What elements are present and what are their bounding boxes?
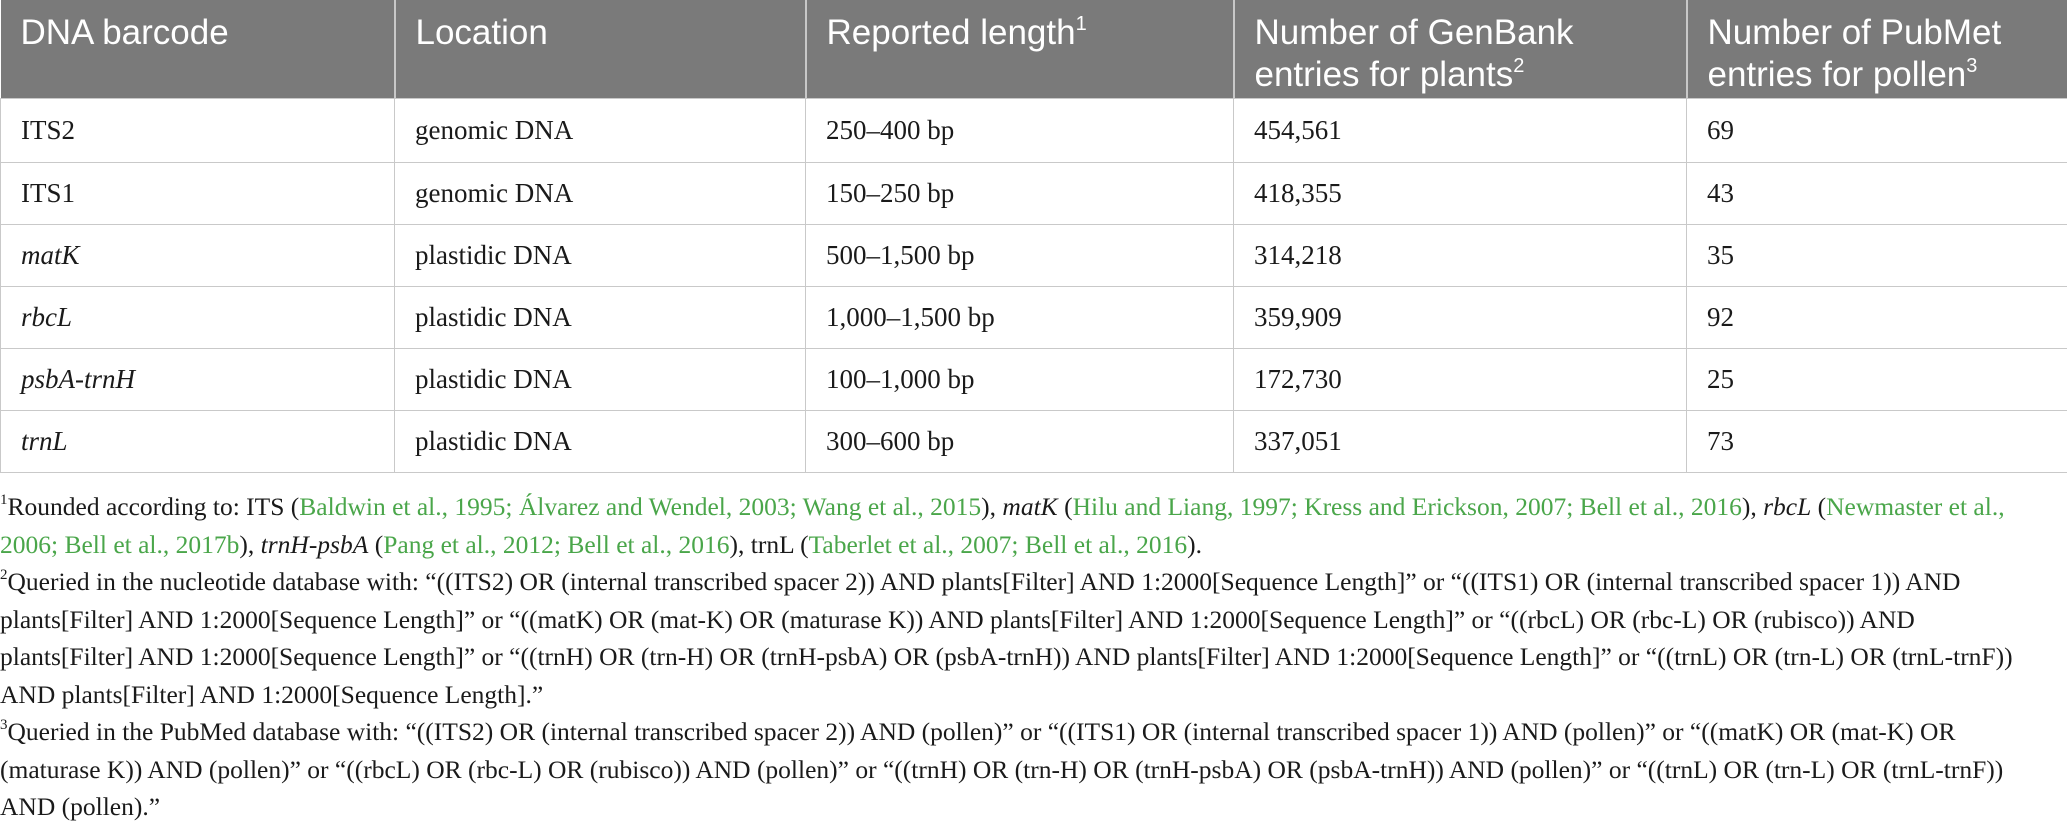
cell-length: 100–1,000 bp	[806, 348, 1234, 410]
footnote-text: ).	[1187, 530, 1202, 559]
footnote-text: ), trnL (	[730, 530, 809, 559]
cell-barcode: ITS2	[1, 98, 395, 162]
reference-link-trnh[interactable]: Pang et al., 2012; Bell et al., 2016	[383, 530, 729, 559]
footnote-text: Queried in the PubMed database with: “((…	[0, 717, 2003, 821]
cell-length: 500–1,500 bp	[806, 224, 1234, 286]
footnote-text: (	[1811, 492, 1826, 521]
footnote-text: (	[1058, 492, 1073, 521]
cell-genbank: 337,051	[1234, 410, 1687, 472]
cell-genbank: 359,909	[1234, 286, 1687, 348]
footnote-1: 1Rounded according to: ITS (Baldwin et a…	[0, 488, 2050, 563]
footnote-marker: 3	[1966, 55, 1977, 77]
header-pubmet-entries: Number of PubMet entries for pollen3	[1687, 0, 2067, 98]
reference-link-its[interactable]: Baldwin et al., 1995; Álvarez and Wendel…	[299, 492, 981, 521]
cell-location: genomic DNA	[395, 162, 806, 224]
cell-pubmet: 73	[1687, 410, 2067, 472]
cell-length: 1,000–1,500 bp	[806, 286, 1234, 348]
cell-pubmet: 43	[1687, 162, 2067, 224]
table-header: DNA barcode Location Reported length1 Nu…	[1, 0, 2067, 98]
cell-genbank: 314,218	[1234, 224, 1687, 286]
header-reported-length: Reported length1	[806, 0, 1234, 98]
cell-length: 300–600 bp	[806, 410, 1234, 472]
cell-barcode: matK	[1, 224, 395, 286]
footnote-text: ),	[981, 492, 1002, 521]
cell-genbank: 418,355	[1234, 162, 1687, 224]
header-dna-barcode-label: DNA barcode	[21, 13, 229, 52]
header-reported-length-label: Reported length	[827, 13, 1076, 52]
footnote-2-marker: 2	[0, 567, 8, 583]
table-footnotes: 1Rounded according to: ITS (Baldwin et a…	[0, 488, 2050, 826]
footnote-gene-rbcl: rbcL	[1763, 492, 1811, 521]
footnote-gene-matk: matK	[1002, 492, 1057, 521]
header-location: Location	[395, 0, 806, 98]
footnote-1-marker: 1	[0, 492, 8, 508]
footnote-gene-trnh: trnH-psbA	[261, 530, 369, 559]
cell-pubmet: 25	[1687, 348, 2067, 410]
footnote-3: 3Queried in the PubMed database with: “(…	[0, 713, 2050, 826]
footnote-text: ),	[239, 530, 260, 559]
table-body: ITS2 genomic DNA 250–400 bp 454,561 69 I…	[1, 98, 2067, 472]
header-genbank-entries-label: Number of GenBank entries for plants	[1255, 13, 1574, 94]
footnote-2: 2Queried in the nucleotide database with…	[0, 563, 2050, 713]
data-table-container: DNA barcode Location Reported length1 Nu…	[0, 0, 2067, 473]
dna-barcode-table: DNA barcode Location Reported length1 Nu…	[0, 0, 2067, 473]
cell-location: plastidic DNA	[395, 348, 806, 410]
footnote-text: Queried in the nucleotide database with:…	[0, 567, 2013, 709]
header-location-label: Location	[416, 13, 548, 52]
table-row: psbA-trnH plastidic DNA 100–1,000 bp 172…	[1, 348, 2067, 410]
cell-genbank: 454,561	[1234, 98, 1687, 162]
cell-pubmet: 92	[1687, 286, 2067, 348]
footnote-text: Rounded according to: ITS (	[8, 492, 300, 521]
footnote-3-marker: 3	[0, 717, 8, 733]
reference-link-matk[interactable]: Hilu and Liang, 1997; Kress and Erickson…	[1073, 492, 1742, 521]
footnote-text: (	[368, 530, 383, 559]
footnote-marker: 1	[1076, 13, 1087, 35]
table-row: matK plastidic DNA 500–1,500 bp 314,218 …	[1, 224, 2067, 286]
reference-link-trnl[interactable]: Taberlet et al., 2007; Bell et al., 2016	[809, 530, 1187, 559]
cell-length: 150–250 bp	[806, 162, 1234, 224]
cell-length: 250–400 bp	[806, 98, 1234, 162]
cell-genbank: 172,730	[1234, 348, 1687, 410]
header-row: DNA barcode Location Reported length1 Nu…	[1, 0, 2067, 98]
cell-pubmet: 69	[1687, 98, 2067, 162]
cell-pubmet: 35	[1687, 224, 2067, 286]
table-row: ITS1 genomic DNA 150–250 bp 418,355 43	[1, 162, 2067, 224]
header-pubmet-entries-label: Number of PubMet entries for pollen	[1708, 13, 2002, 94]
table-row: rbcL plastidic DNA 1,000–1,500 bp 359,90…	[1, 286, 2067, 348]
cell-barcode: psbA-trnH	[1, 348, 395, 410]
cell-barcode: rbcL	[1, 286, 395, 348]
cell-barcode: trnL	[1, 410, 395, 472]
footnote-text: ),	[1742, 492, 1763, 521]
cell-barcode: ITS1	[1, 162, 395, 224]
footnote-marker: 2	[1513, 55, 1524, 77]
cell-location: plastidic DNA	[395, 224, 806, 286]
cell-location: genomic DNA	[395, 98, 806, 162]
cell-location: plastidic DNA	[395, 286, 806, 348]
table-row: trnL plastidic DNA 300–600 bp 337,051 73	[1, 410, 2067, 472]
cell-location: plastidic DNA	[395, 410, 806, 472]
header-dna-barcode: DNA barcode	[1, 0, 395, 98]
header-genbank-entries: Number of GenBank entries for plants2	[1234, 0, 1687, 98]
table-row: ITS2 genomic DNA 250–400 bp 454,561 69	[1, 98, 2067, 162]
